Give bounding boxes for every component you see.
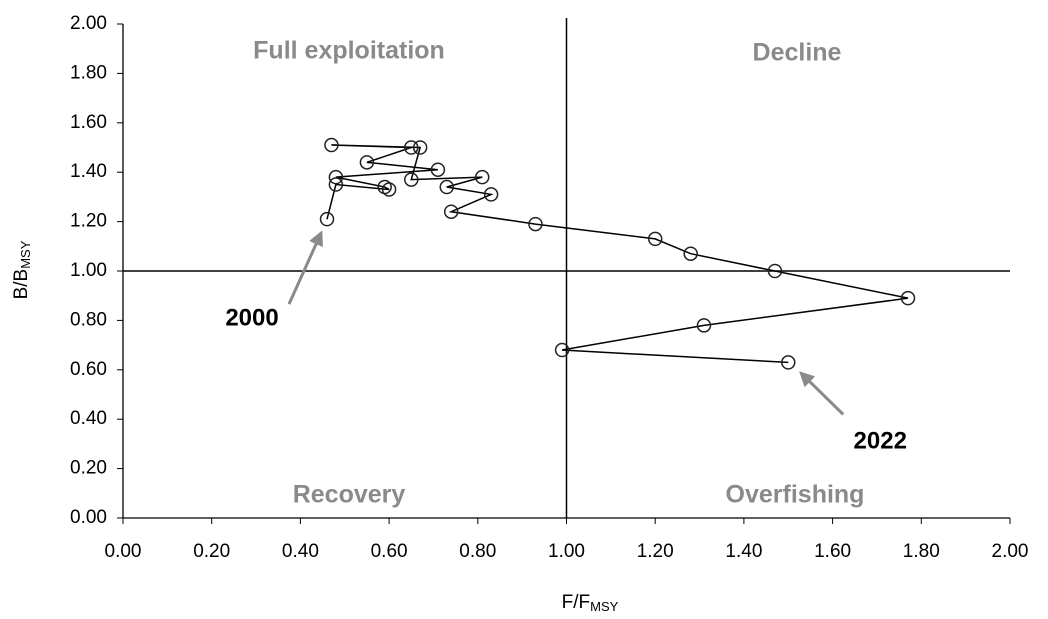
- quadrant-label: Overfishing: [726, 481, 865, 509]
- quadrant-label: Decline: [753, 39, 842, 67]
- x-tick-label: 0.40: [282, 541, 319, 562]
- y-tick-label: 0.20: [70, 458, 107, 479]
- point: [443, 204, 459, 219]
- point: [483, 187, 499, 202]
- y-axis-title-main: B/B: [11, 269, 32, 300]
- x-axis-title-main: F/F: [562, 592, 591, 613]
- point: [319, 211, 335, 227]
- y-tick-label: 1.60: [70, 112, 107, 133]
- y-tick-label: 0.00: [70, 507, 107, 528]
- y-tick-label: 0.40: [70, 408, 107, 429]
- point: [412, 140, 428, 155]
- point: [696, 318, 712, 333]
- y-tick-label: 2.00: [70, 13, 107, 34]
- x-tick-label: 0.00: [105, 541, 142, 562]
- point: [404, 140, 419, 155]
- annotation: 2022: [854, 428, 907, 455]
- point: [647, 231, 663, 247]
- y-tick-label: 0.80: [70, 309, 107, 330]
- annotation: 2000: [225, 304, 278, 331]
- y-tick-label: 0.60: [70, 359, 107, 380]
- point: [528, 216, 543, 232]
- point: [554, 342, 570, 358]
- quadrant-label: Full exploitation: [253, 37, 445, 65]
- point: [683, 246, 698, 261]
- point: [377, 179, 392, 195]
- point: [328, 169, 344, 185]
- y-tick-label: 1.00: [70, 260, 107, 281]
- y-tick-label: 1.40: [70, 161, 107, 182]
- x-tick-label: 2.00: [992, 541, 1029, 562]
- x-tick-label: 1.80: [903, 541, 940, 562]
- point: [439, 179, 455, 195]
- x-tick-label: 1.60: [814, 541, 851, 562]
- series-line: [326, 144, 909, 364]
- point: [328, 177, 344, 192]
- annotation-arrow: [287, 230, 323, 305]
- y-axis-title: B/BMSY: [11, 240, 33, 299]
- point: [359, 155, 375, 170]
- x-tick-label: 0.80: [459, 541, 496, 562]
- point: [900, 290, 916, 306]
- y-tick-label: 1.80: [70, 62, 107, 83]
- x-tick-label: 1.20: [637, 541, 674, 562]
- x-axis-title: F/FMSY: [562, 592, 619, 614]
- x-tick-label: 0.20: [193, 541, 230, 562]
- x-tick-label: 1.40: [725, 541, 762, 562]
- x-axis-title-sub: MSY: [590, 599, 619, 614]
- y-tick-label: 1.20: [70, 211, 107, 232]
- point: [474, 169, 490, 185]
- point: [324, 137, 339, 153]
- quadrant-label: Recovery: [293, 481, 406, 509]
- point: [781, 355, 796, 370]
- point: [404, 172, 419, 187]
- y-axis-title-sub: MSY: [18, 240, 33, 269]
- annotation-arrow: [799, 371, 845, 416]
- point: [767, 263, 783, 279]
- point: [430, 162, 446, 177]
- x-tick-label: 1.00: [548, 541, 585, 562]
- x-tick-label: 0.60: [371, 541, 408, 562]
